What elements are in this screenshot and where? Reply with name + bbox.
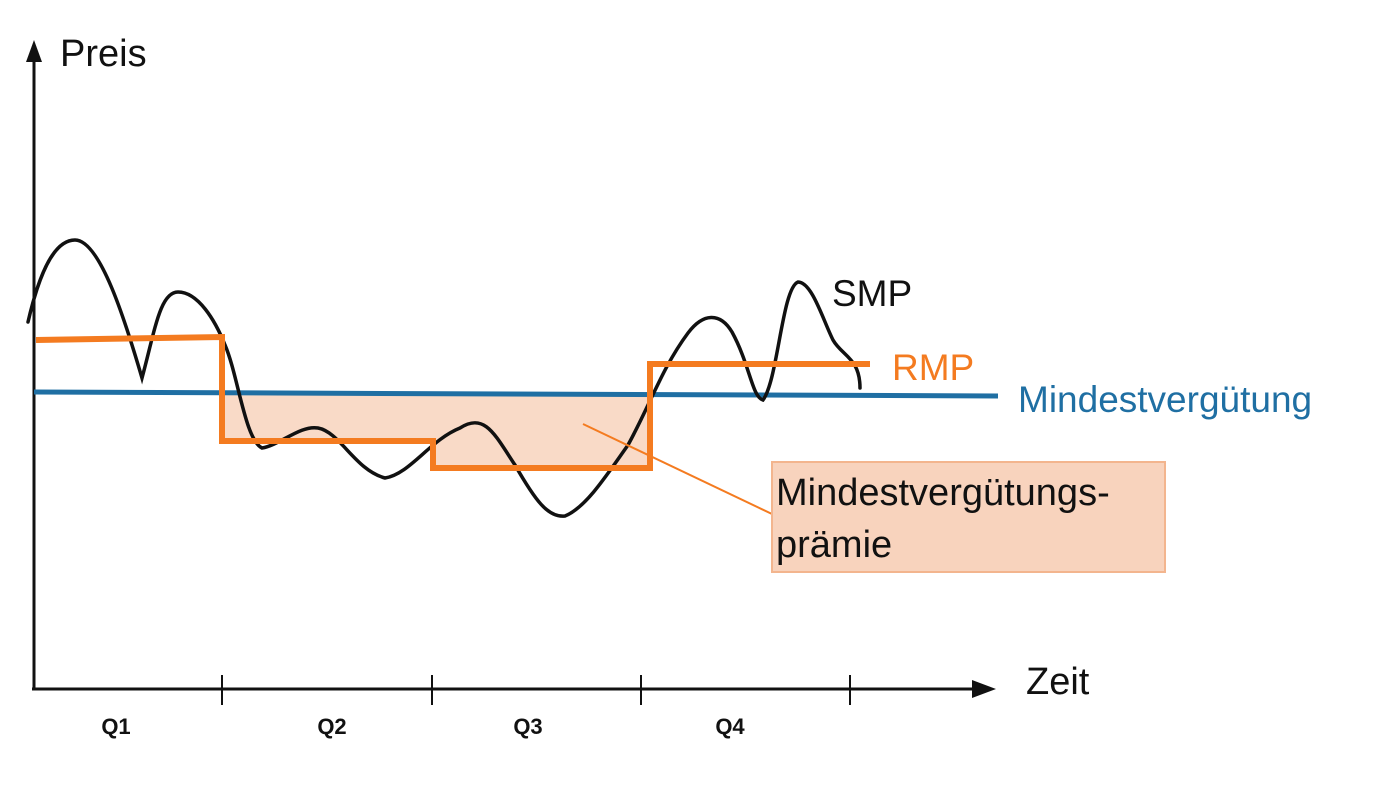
premium-label-line2: prämie <box>776 524 892 566</box>
quarter-label-q2: Q2 <box>317 714 346 739</box>
mindestverguetung-line <box>33 389 999 399</box>
smp-curve <box>26 238 862 518</box>
y-axis-label: Preis <box>60 33 147 75</box>
y-axis-arrow <box>26 40 42 62</box>
quarter-label-q4: Q4 <box>715 714 745 739</box>
x-axis-arrow <box>972 680 996 698</box>
rmp-label: RMP <box>892 347 974 388</box>
premium-label-line1: Mindestvergütungs- <box>776 472 1110 514</box>
rmp-step-line <box>35 333 870 471</box>
premium-label-box <box>771 461 1166 573</box>
mindestverguetung-label: Mindestvergütung <box>1018 379 1312 420</box>
x-axis-label: Zeit <box>1026 661 1090 703</box>
quarter-label-q3: Q3 <box>513 714 542 739</box>
premium-area <box>222 395 648 468</box>
smp-label: SMP <box>832 273 912 314</box>
premium-leader-line <box>582 423 773 515</box>
quarter-label-q1: Q1 <box>101 714 130 739</box>
